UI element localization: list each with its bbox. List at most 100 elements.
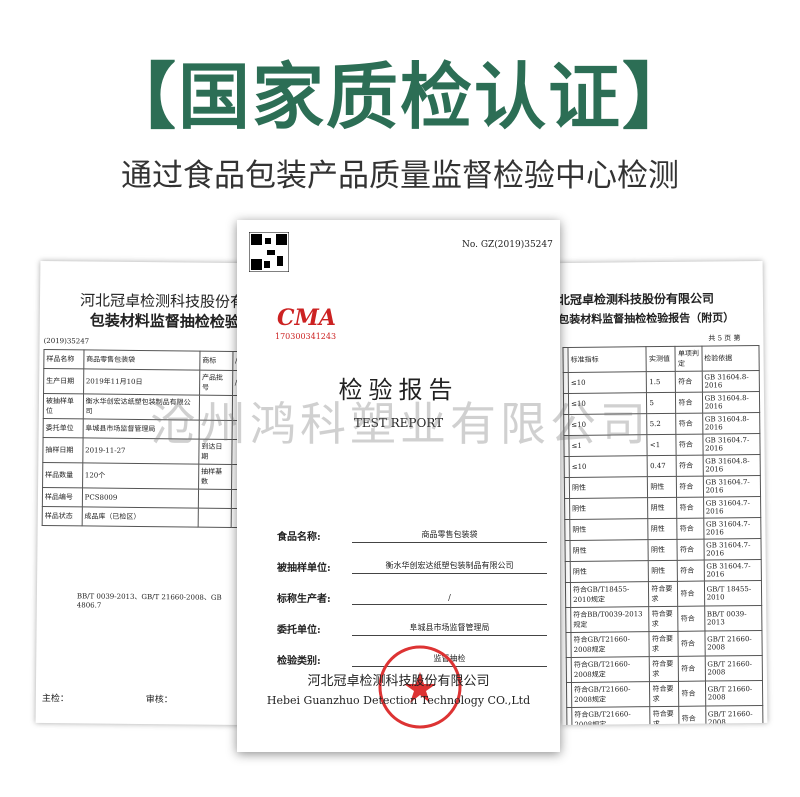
field-row: 委托单位: 阜城县市场监督管理局 — [277, 605, 547, 636]
cell: GB/T 18455-2010 — [704, 580, 762, 607]
header-cell: 单项判定 — [675, 346, 702, 372]
row: 符合GB/T21660-2008规定 符合要求 符合 GB/T 21660-2008 — [565, 630, 763, 658]
row: 符合GB/T21660-2008规定 符合要求 符合 GB/T 21660-2008 — [566, 680, 763, 708]
title: 【国家质检认证】 — [103, 55, 696, 139]
signer: 主检： — [41, 693, 69, 705]
row: 阴性 阴性 符合 GB 31604.7-2016 — [564, 496, 761, 520]
row: 符合GB/T21660-2008规定 符合要求 符合 GB/T 21660-2008 — [566, 655, 763, 683]
row: 阴性 阴性 符合 GB 31604.7-2016 — [565, 559, 762, 583]
org-en: Hebei Guanzhuo Detection Technology CO.,… — [266, 694, 531, 707]
cell: 符合要求 — [648, 581, 679, 607]
cell: 符合要求 — [649, 631, 679, 657]
cell — [198, 489, 232, 509]
cell: 阴性 — [648, 539, 678, 561]
row: 样品编号 PCS8009 — [42, 487, 239, 509]
field-row: 标称生产者: / — [277, 574, 547, 605]
row: 符合GB/T18455-2010规定 符合要求 符合 GB/T 18455-2010 — [565, 580, 762, 608]
cell: 阴性 — [648, 560, 678, 582]
header-cell: 标准指标 — [567, 346, 647, 373]
center-document: No. GZ(2019)35247 CMA 170300341243 检验报告 … — [237, 220, 560, 752]
cell: GB 31604.7-2016 — [703, 517, 761, 540]
header-cell: 检验依据 — [701, 345, 760, 372]
cma-code: 170300341243 — [275, 332, 337, 341]
cell: BB/T 0039-2013 — [704, 605, 762, 632]
cell: 符合 — [678, 606, 705, 632]
field-value: / — [352, 593, 547, 605]
cell: GB 31604.7-2016 — [703, 559, 762, 582]
conclusion: BB/T 0039-2013、GB/T 21660-2008、GB 4806.7 — [76, 592, 222, 610]
row: 阴性 阴性 符合 GB 31604.7-2016 — [564, 538, 762, 562]
cell: 符合 — [678, 631, 705, 657]
report-title-en: TEST REPORT — [353, 416, 444, 430]
cell: 120个 — [82, 462, 199, 490]
cell: 样品名称 — [43, 349, 84, 369]
cell: 符合 — [676, 455, 703, 477]
row: 符合BB/T0039-2013规定 符合要求 符合 BB/T 0039-2013 — [565, 605, 762, 633]
cell: 阴性 — [647, 476, 677, 498]
report-title: 检验报告 — [338, 376, 459, 404]
cell: GB 31604.7-2016 — [703, 496, 761, 519]
cell: 阴性 — [569, 476, 648, 499]
cell: GB 31604.7-2016 — [703, 538, 762, 561]
cma-logo: CMA — [277, 305, 336, 331]
row: 样品状态 成品库（已检区） — [42, 506, 239, 528]
cell: GB 31604.8-2016 — [702, 454, 761, 477]
cell: 样品编号 — [42, 487, 83, 507]
cell: 符合GB/T21660-2008规定 — [570, 631, 650, 658]
cell: GB/T 21660-2008 — [704, 630, 763, 657]
qr-code — [249, 232, 289, 272]
cell: 阴性 — [569, 518, 649, 541]
cell: 0.47 — [647, 455, 677, 477]
cell: PCS8009 — [82, 487, 199, 509]
field-label: 食品名称: — [277, 532, 321, 543]
field-label: 检验类别: — [277, 656, 321, 667]
cell: 阴性 — [648, 518, 678, 540]
cell: 符合 — [676, 476, 704, 498]
field-value: 商品零售包装袋 — [352, 529, 547, 543]
signer: 审核： — [145, 695, 173, 706]
watermark: 沧州鸿科塑业有限公司 — [150, 397, 650, 451]
report-number: No. GZ(2019)35247 — [462, 240, 553, 250]
subtitle: 通过食品包装产品质量监督检验中心检测 — [121, 158, 679, 194]
doc-number: (2019)35247 — [43, 336, 90, 346]
cell: 符合 — [678, 681, 706, 707]
cell: 符合GB/T21660-2008规定 — [571, 656, 650, 683]
doc-title: 包装材料监督抽检检验 — [89, 311, 240, 332]
field-value: 阜城县市场监督管理局 — [352, 622, 547, 636]
cell: 符合 — [676, 497, 704, 519]
left-document: 河北冠卓检测科技股份有 包装材料监督抽检检验 (2019)35247 样品名称商… — [35, 260, 246, 726]
row: 符合GB/T21660-2008规定 符合要求 符合 GB/T 21660-2008 — [566, 705, 763, 726]
cell: GB/T 21660-2008 — [705, 680, 763, 707]
cell: GB/T 21660-2008 — [704, 655, 763, 682]
cell: 符合 — [677, 518, 704, 540]
cell: 阴性 — [647, 497, 678, 519]
header-cell: 实测值 — [646, 346, 676, 372]
cell: 符合要求 — [649, 606, 679, 632]
cell: 阴性 — [569, 497, 649, 520]
doc-title: 包装材料监督抽检检验报告（附页） — [558, 311, 735, 327]
field-label: 标称生产者: — [277, 594, 331, 605]
cell: GB/T 21660-2008 — [705, 705, 763, 726]
cell: 符合要求 — [650, 706, 680, 726]
cell: 样品状态 — [42, 506, 83, 526]
cell — [198, 508, 231, 528]
cell: 符合 — [677, 560, 705, 582]
field-row: 被抽样单位: 衡水华创宏达纸塑包装制品有限公司 — [277, 543, 547, 574]
field-row: 食品名称: 商品零售包装袋 — [277, 512, 547, 543]
cell: 符合GB/T21660-2008规定 — [571, 681, 651, 708]
row: 阴性 阴性 符合 GB 31604.7-2016 — [564, 475, 761, 499]
cell: 符合 — [679, 706, 706, 726]
cell: 阴性 — [569, 539, 649, 562]
org: 河北冠卓检测科技股份有限公司 — [307, 674, 490, 689]
cell: 符合 — [677, 539, 704, 561]
cell: 样品数量 — [42, 462, 83, 488]
cell: 符合BB/T0039-2013规定 — [570, 606, 650, 633]
field-value: 衡水华创宏达纸塑包装制品有限公司 — [352, 560, 547, 574]
cell: 符合 — [677, 581, 705, 607]
field-label: 被抽样单位: — [277, 563, 331, 574]
row: ≤10 0.47 符合 GB 31604.8-2016 — [564, 454, 761, 478]
cell: ≤10 — [569, 455, 648, 478]
field-label: 委托单位: — [277, 625, 321, 636]
